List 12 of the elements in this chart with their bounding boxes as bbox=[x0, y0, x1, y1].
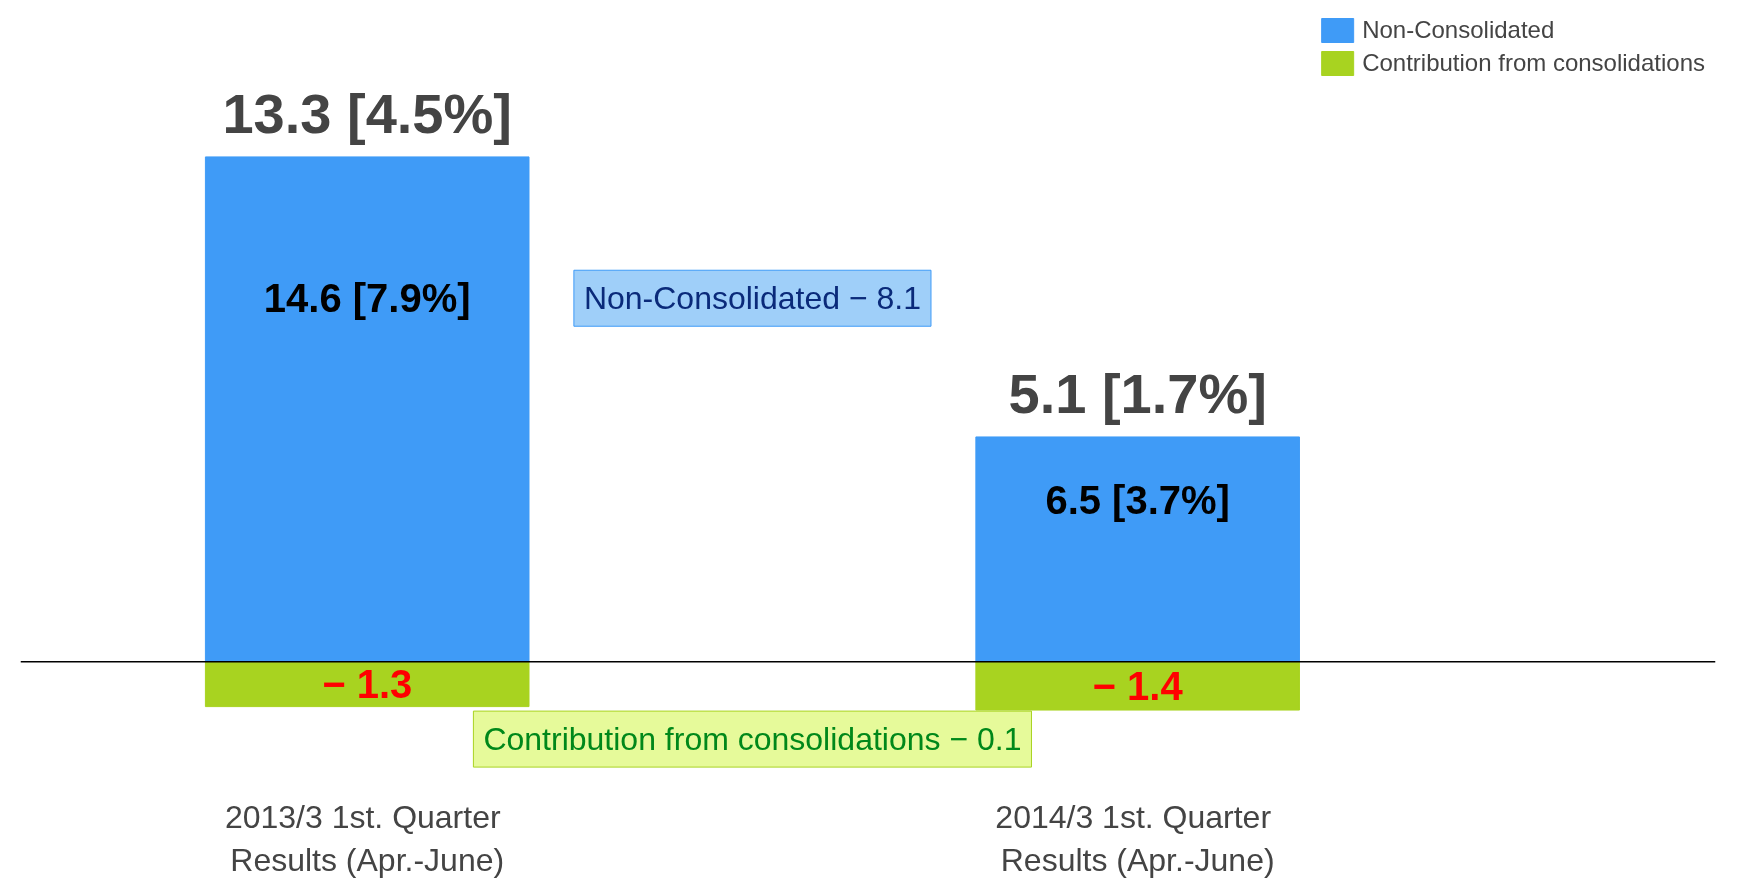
data-label: − 1.4 bbox=[1092, 663, 1184, 708]
legend-label: Non-Consolidated bbox=[1362, 16, 1555, 44]
total-label: 13.3 [4.5%] bbox=[222, 81, 512, 145]
total-label: 5.1 [1.7%] bbox=[1008, 361, 1267, 425]
x-tick-label: 2013/3 1st. Quarter Results (Apr.-June) bbox=[224, 798, 505, 878]
data-label: − 1.3 bbox=[322, 662, 413, 707]
text: Contribution from consolidations − 0.1 bbox=[483, 721, 1022, 758]
annotation: Non-Consolidated − 8.1 bbox=[583, 280, 921, 317]
x-tick-label: 2014/3 1st. Quarter Results (Apr.-June) bbox=[995, 798, 1275, 878]
data-label: 14.6 [7.9%] bbox=[263, 276, 471, 321]
legend-label: Contribution from consolidations bbox=[1362, 49, 1705, 77]
data-label: 6.5 [3.7%] bbox=[1045, 477, 1230, 522]
